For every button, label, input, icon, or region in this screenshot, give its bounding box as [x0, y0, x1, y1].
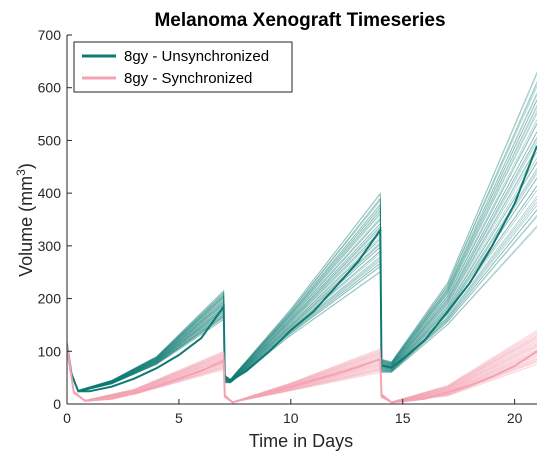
ensemble-line [67, 341, 537, 403]
ensemble-line [67, 335, 537, 403]
series-1 [67, 329, 537, 404]
plot-area [67, 71, 537, 404]
ensemble-line [67, 330, 537, 403]
x-tick-label: 0 [63, 410, 71, 426]
ensemble-line [67, 340, 537, 403]
legend-label-synchronized: 8gy - Synchronized [124, 70, 252, 87]
ensemble-line [67, 110, 537, 392]
y-axis-label-suffix: ) [16, 163, 36, 169]
ensemble-line [67, 333, 537, 403]
ensemble-line [67, 86, 537, 391]
y-tick-label: 400 [38, 185, 62, 201]
median-line [67, 345, 537, 404]
legend-box [73, 41, 293, 93]
x-tick-label: 5 [175, 410, 183, 426]
ensemble-line [67, 349, 537, 403]
y-tick-label: 0 [53, 396, 61, 412]
y-tick-label: 200 [38, 291, 62, 307]
ensemble-line [67, 349, 537, 403]
y-tick-label: 600 [38, 80, 62, 96]
ensemble-line [67, 332, 537, 403]
y-axis-label: Volume (mm3) [14, 163, 36, 277]
x-tick-label: 15 [395, 410, 411, 426]
ensemble-line [67, 136, 537, 392]
ensemble-line [67, 83, 537, 391]
ensemble-line [67, 227, 537, 393]
ensemble-line [67, 81, 537, 391]
ensemble-line [67, 353, 537, 403]
ensemble-line [67, 225, 537, 393]
ensemble-line [67, 138, 537, 392]
legend-label-unsynchronized: 8gy - Unsynchronized [124, 48, 269, 65]
x-tick-label: 20 [507, 410, 523, 426]
ensemble-line [67, 353, 537, 403]
ensemble-line [67, 178, 537, 392]
ensemble-line [67, 329, 537, 403]
ensemble-line [67, 113, 537, 392]
ensemble-line [67, 161, 537, 392]
ensemble-line [67, 216, 537, 393]
y-tick-label: 100 [38, 343, 62, 359]
ensemble-line [67, 209, 537, 393]
x-tick-label: 10 [283, 410, 299, 426]
ensemble-line [67, 92, 537, 391]
ensemble-line [67, 173, 537, 392]
ensemble-line [67, 104, 537, 392]
ensemble-line [67, 99, 537, 392]
chart-title: Melanoma Xenograft Timeseries [154, 10, 445, 31]
ensemble-line [67, 337, 537, 403]
ensemble-line [67, 73, 537, 391]
ensemble-line [67, 338, 537, 403]
ensemble-line [67, 151, 537, 392]
ensemble-line [67, 122, 537, 392]
y-tick-label: 500 [38, 132, 62, 148]
ensemble-line [67, 124, 537, 392]
ensemble-line [67, 71, 537, 391]
ensemble-line [67, 168, 537, 392]
ensemble-line [67, 162, 537, 392]
ensemble-line [67, 334, 537, 403]
legend: 8gy - Unsynchronized 8gy - Synchronized [73, 41, 293, 93]
ensemble-line [67, 131, 537, 392]
ensemble-line [67, 147, 537, 392]
ensemble-line [67, 215, 537, 393]
ensemble-line [67, 204, 537, 393]
series-0 [67, 71, 537, 393]
ensemble-line [67, 94, 537, 391]
ensemble-line [67, 107, 537, 392]
y-axis-label-superscript: 3 [14, 169, 28, 176]
ensemble-line [67, 100, 537, 392]
ensemble-line [67, 157, 537, 392]
y-tick-label: 700 [38, 27, 62, 43]
ensemble-line [67, 341, 537, 403]
ensemble-line [67, 338, 537, 403]
y-tick-label: 300 [38, 238, 62, 254]
ensemble-line [67, 336, 537, 403]
axes [66, 34, 537, 405]
x-axis-label: Time in Days [249, 431, 353, 451]
ensemble-line [67, 119, 537, 392]
ensemble-line [67, 131, 537, 392]
ensemble-line [67, 334, 537, 403]
ensemble-line [67, 170, 537, 392]
ensemble-line [67, 177, 537, 392]
ensemble-line [67, 337, 537, 403]
median-line [67, 145, 537, 393]
y-axis-label-prefix: Volume (mm [16, 176, 36, 277]
ensemble-line [67, 141, 537, 392]
ensemble-line [67, 332, 537, 403]
ensemble-line [67, 146, 537, 392]
ensemble-line [67, 209, 537, 393]
